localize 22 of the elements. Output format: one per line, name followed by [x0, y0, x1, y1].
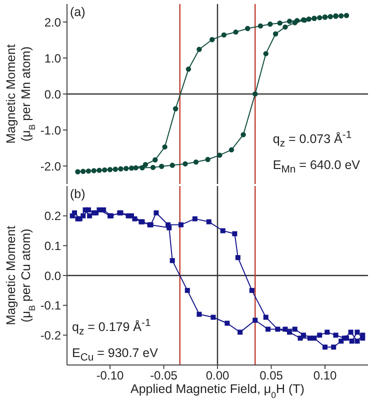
x-axis-title: Applied Magnetic Field, μ$_{0}$H (T) [130, 382, 304, 400]
annotation: E$_{Cu}$ = 930.7 eV [72, 344, 158, 366]
y-tick-label: 2.0 [44, 15, 62, 30]
y-tick-label: -2.0 [40, 159, 62, 174]
panel-tag: (b) [70, 187, 86, 201]
y-tick-label: -0.2 [40, 328, 62, 342]
y-tick-label: -1.0 [40, 123, 62, 138]
annotation: q$_{z}$ = 0.073 Å$^{-1}$ [272, 129, 353, 152]
x-tick-label: 0.00 [206, 368, 230, 383]
x-tick-label: 0.10 [313, 368, 337, 383]
x-tick-label: -0.05 [150, 368, 178, 383]
y-tick-label: -0.1 [40, 298, 62, 313]
y-tick-label: 0.1 [44, 238, 62, 253]
y-tick-label: 0.2 [44, 209, 62, 224]
annotation: q$_{z}$ = 0.179 Å$^{-1}$ [72, 317, 152, 340]
annotation: E$_{Mn}$ = 640.0 eV [272, 156, 360, 178]
y-tick-label: 0.0 [44, 268, 62, 283]
x-tick-label: 0.05 [260, 368, 284, 383]
x-tick-label: -0.10 [96, 368, 124, 383]
panel-tag: (a) [70, 5, 86, 19]
y-tick-label: 1.0 [44, 51, 62, 66]
y-tick-label: 0.0 [44, 87, 62, 102]
